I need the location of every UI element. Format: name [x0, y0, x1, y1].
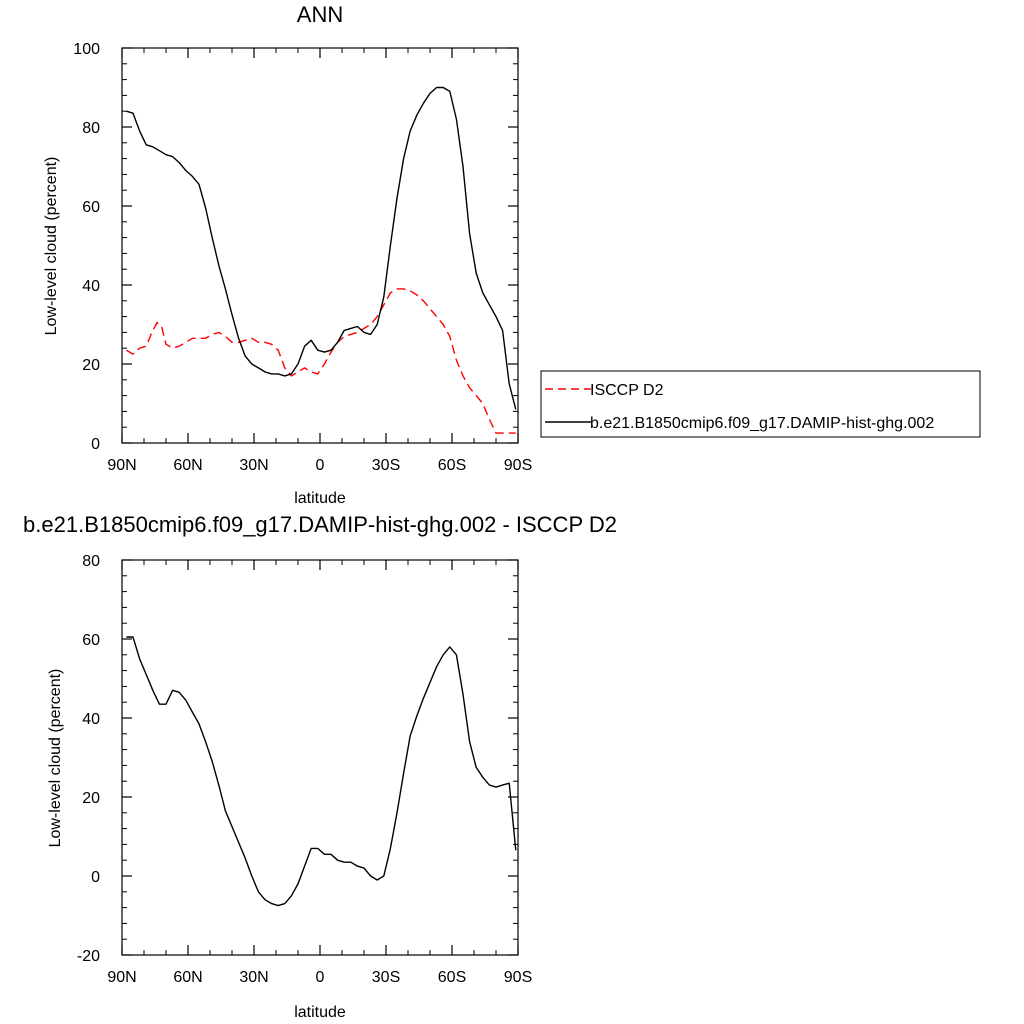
- y-tick-label: 20: [82, 357, 100, 374]
- x-tick-label: 0: [316, 457, 325, 474]
- plot-lines: [126, 86, 517, 434]
- y-tick-label: 0: [91, 869, 100, 886]
- minor-ticks: [121, 47, 519, 444]
- legend: ISCCP D2 b.e21.B1850cmip6.f09_g17.DAMIP-…: [540, 370, 981, 438]
- y-axis-label: Low-level cloud (percent): [43, 157, 60, 336]
- y-tick-label: 0: [91, 436, 100, 453]
- difference-panel: b.e21.B1850cmip6.f09_g17.DAMIP-hist-ghg.…: [23, 512, 617, 1021]
- legend-box: [540, 370, 981, 438]
- tick-labels: 90N 60N 30N 0 30S 60S 90S 0 20 40 60 80 100: [73, 41, 532, 474]
- y-tick-label: 40: [82, 711, 100, 728]
- minor-ticks: [121, 559, 519, 956]
- x-tick-label: 0: [316, 969, 325, 986]
- annual-mean-panel: ANN Low-level cloud (percent) latitude 9…: [43, 2, 981, 507]
- x-tick-label: 90N: [107, 457, 136, 474]
- y-tick-label: 80: [82, 553, 100, 570]
- x-tick-label: 30N: [239, 457, 268, 474]
- x-tick-label: 60S: [438, 969, 466, 986]
- legend-label-isccp: ISCCP D2: [590, 382, 664, 399]
- y-tick-label: 100: [73, 41, 100, 58]
- y-axis-label: Low-level cloud (percent): [47, 669, 64, 848]
- x-tick-label: 30S: [372, 969, 400, 986]
- y-tick-label: 60: [82, 199, 100, 216]
- plot-lines: [126, 636, 517, 907]
- chart-title: ANN: [297, 2, 343, 27]
- y-tick-label: 80: [82, 120, 100, 137]
- y-tick-label: -20: [77, 948, 100, 965]
- legend-label-model: b.e21.B1850cmip6.f09_g17.DAMIP-hist-ghg.…: [590, 415, 934, 432]
- series-line-b-e21-b1850cmip6-f09-g17-damip-hist-ghg-002: [126, 86, 517, 410]
- y-tick-label: 20: [82, 790, 100, 807]
- series-line: [126, 636, 517, 907]
- x-tick-label: 60S: [438, 457, 466, 474]
- x-tick-label: 90S: [504, 969, 532, 986]
- x-tick-label: 90S: [504, 457, 532, 474]
- x-axis-label: latitude: [294, 490, 346, 507]
- tick-labels: 90N 60N 30N 0 30S 60S 90S -20 0 20 40 60 80: [77, 553, 532, 986]
- x-tick-label: 60N: [173, 969, 202, 986]
- y-tick-label: 60: [82, 632, 100, 649]
- x-tick-label: 30S: [372, 457, 400, 474]
- y-tick-label: 40: [82, 278, 100, 295]
- chart-title: b.e21.B1850cmip6.f09_g17.DAMIP-hist-ghg.…: [23, 512, 617, 537]
- x-tick-label: 90N: [107, 969, 136, 986]
- series-line-isccp: [126, 288, 516, 434]
- major-ticks: [121, 47, 519, 444]
- x-tick-label: 60N: [173, 457, 202, 474]
- major-ticks: [121, 559, 519, 956]
- x-axis-label: latitude: [294, 1004, 346, 1021]
- plot-frame: [121, 559, 519, 956]
- x-tick-label: 30N: [239, 969, 268, 986]
- plot-frame: [121, 47, 519, 444]
